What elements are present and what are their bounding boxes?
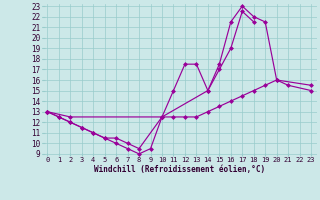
X-axis label: Windchill (Refroidissement éolien,°C): Windchill (Refroidissement éolien,°C) bbox=[94, 165, 265, 174]
